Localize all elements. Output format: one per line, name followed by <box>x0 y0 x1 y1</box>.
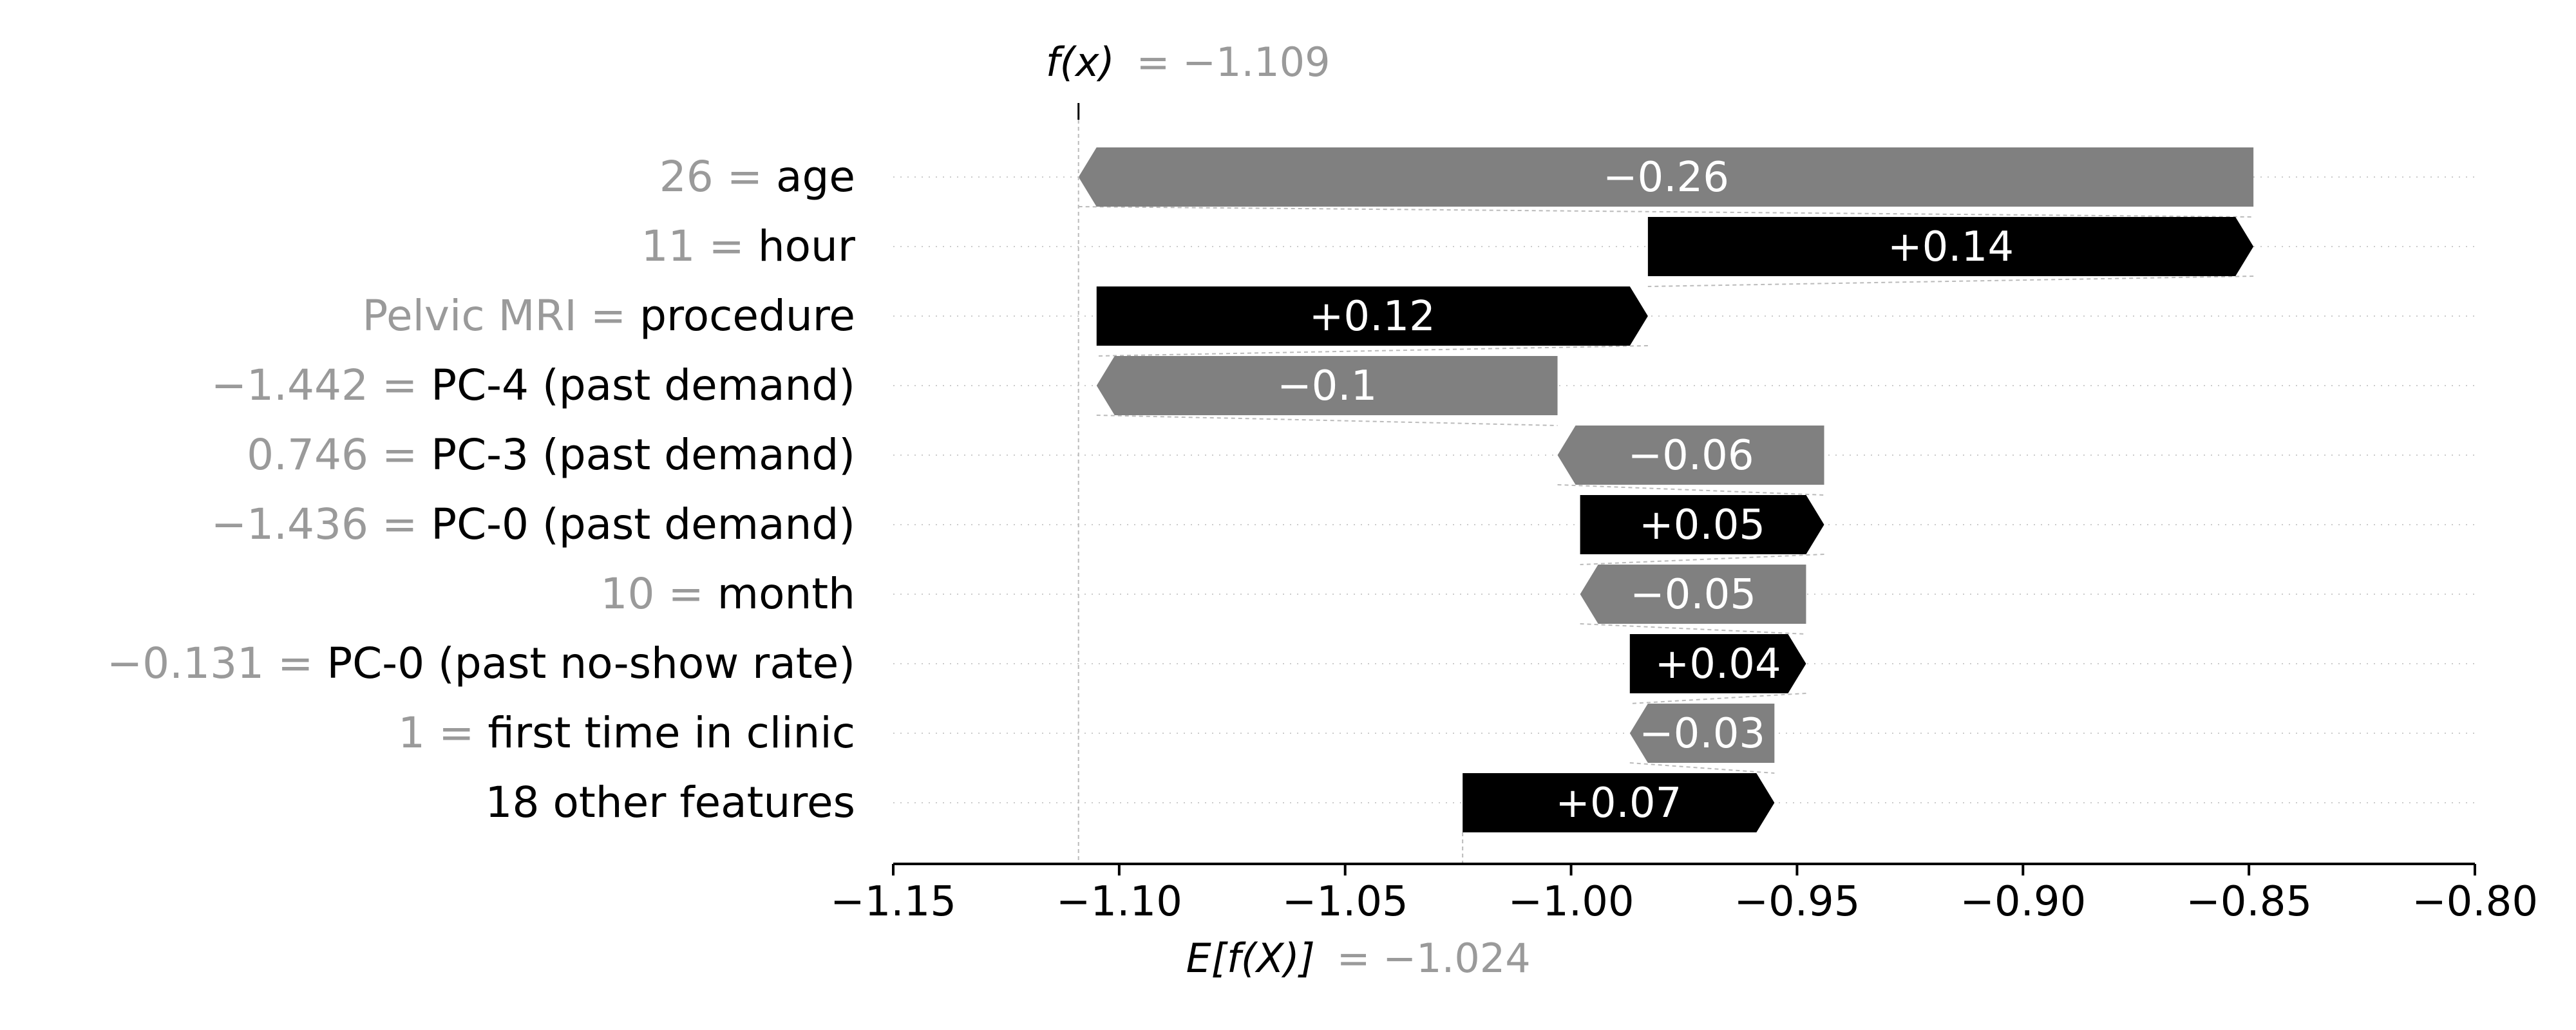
contribution-bars: −0.26 +0.14 +0.12 −0.1 −0.06 +0.05 −0.05 +0.04 −… <box>1078 147 2254 832</box>
feature-label: 0.746 = PC-3 (past demand) <box>247 430 855 480</box>
feature-name: PC-4 (past demand) <box>431 360 855 410</box>
bar-value-label: −0.06 <box>1627 432 1754 480</box>
connector-line <box>1629 762 1775 774</box>
feature-label: −1.442 = PC-4 (past demand) <box>211 360 855 410</box>
fx-symbol: f(x) <box>1046 39 1115 86</box>
fx-value: = −1.109 <box>1136 39 1330 86</box>
feature-name: month <box>717 569 855 619</box>
x-axis: −1.15 −1.10 −1.05 −1.00 −0.95 −0.90 −0.85 −0.80 <box>830 103 2538 926</box>
fx-label: f(x) = −1.109 <box>1046 39 1331 86</box>
feature-value: 0.746 = <box>247 430 431 480</box>
bar-value-label: +0.05 <box>1639 501 1765 549</box>
negative-contribution-bar <box>1078 147 2254 207</box>
feature-label: Pelvic MRI = procedure <box>363 291 855 341</box>
feature-name: PC-3 (past demand) <box>431 430 855 480</box>
expected-label: E[f(X)] = −1.024 <box>1186 935 1531 982</box>
positive-contribution-bar <box>1096 286 1648 346</box>
feature-label: −1.436 = PC-0 (past demand) <box>211 500 855 549</box>
bar-value-label: +0.14 <box>1888 223 2014 271</box>
x-tick-label: −0.80 <box>2412 878 2538 926</box>
feature-label: 10 = month <box>601 569 855 619</box>
feature-label: 18 other features <box>486 778 855 827</box>
x-tick-label: −0.95 <box>1734 878 1860 926</box>
feature-value: 26 = <box>659 152 776 201</box>
x-tick-label: −1.10 <box>1056 878 1182 926</box>
feature-label: 11 = hour <box>641 221 856 271</box>
expected-symbol: E[f(X)] <box>1186 935 1315 982</box>
negative-contribution-bar <box>1557 426 1824 485</box>
x-tick-label: −1.15 <box>830 878 956 926</box>
feature-name: PC-0 (past no-show rate) <box>327 639 855 688</box>
negative-contribution-bar <box>1629 704 1775 763</box>
feature-name: procedure <box>639 291 855 341</box>
connector-line <box>1557 484 1824 496</box>
connector-line <box>1078 206 2254 218</box>
feature-label: −0.131 = PC-0 (past no-show rate) <box>107 639 855 688</box>
x-tick-label: −1.05 <box>1282 878 1408 926</box>
connector-line <box>1096 345 1648 357</box>
x-tick-label: −0.85 <box>2186 878 2312 926</box>
positive-contribution-bar <box>1580 495 1824 554</box>
connector-line <box>1096 415 1558 426</box>
positive-contribution-bar <box>1647 217 2254 276</box>
bar-value-label: −0.05 <box>1630 571 1756 619</box>
feature-name: 18 other features <box>486 778 855 827</box>
bar-value-label: +0.07 <box>1555 780 1681 827</box>
bar-value-label: −0.03 <box>1639 710 1765 758</box>
positive-contribution-bar <box>1463 773 1775 832</box>
connector-line <box>1647 276 2254 287</box>
bar-value-label: −0.1 <box>1277 362 1377 410</box>
connector-line <box>1580 554 1824 565</box>
bar-value-label: +0.12 <box>1309 293 1435 341</box>
feature-value: 11 = <box>641 221 758 271</box>
feature-value: 1 = <box>398 708 488 758</box>
feature-label: 26 = age <box>659 152 855 201</box>
connector-line <box>1629 693 1806 704</box>
x-tick-label: −1.00 <box>1508 878 1634 926</box>
fx-annotation: f(x) = −1.109 <box>1046 39 1331 86</box>
x-tick-label: −0.90 <box>1960 878 2086 926</box>
feature-value: −0.131 = <box>107 639 327 688</box>
feature-value: −1.436 = <box>211 500 431 549</box>
expected-annotation: E[f(X)] = −1.024 <box>1186 935 1531 982</box>
feature-label: 1 = first time in clinic <box>398 708 855 758</box>
bar-value-label: −0.26 <box>1603 154 1729 201</box>
expected-value: = −1.024 <box>1337 935 1531 982</box>
negative-contribution-bar <box>1580 565 1806 624</box>
connector-line <box>1580 623 1806 635</box>
bar-value-label: +0.04 <box>1655 641 1781 688</box>
feature-name: age <box>776 152 855 201</box>
feature-value: 10 = <box>601 569 717 619</box>
feature-value: −1.442 = <box>211 360 431 410</box>
feature-value: Pelvic MRI = <box>363 291 640 341</box>
feature-name: hour <box>758 221 856 271</box>
feature-name: first time in clinic <box>488 708 855 758</box>
positive-contribution-bar <box>1629 634 1806 693</box>
feature-name: PC-0 (past demand) <box>431 500 855 549</box>
negative-contribution-bar <box>1096 356 1558 415</box>
